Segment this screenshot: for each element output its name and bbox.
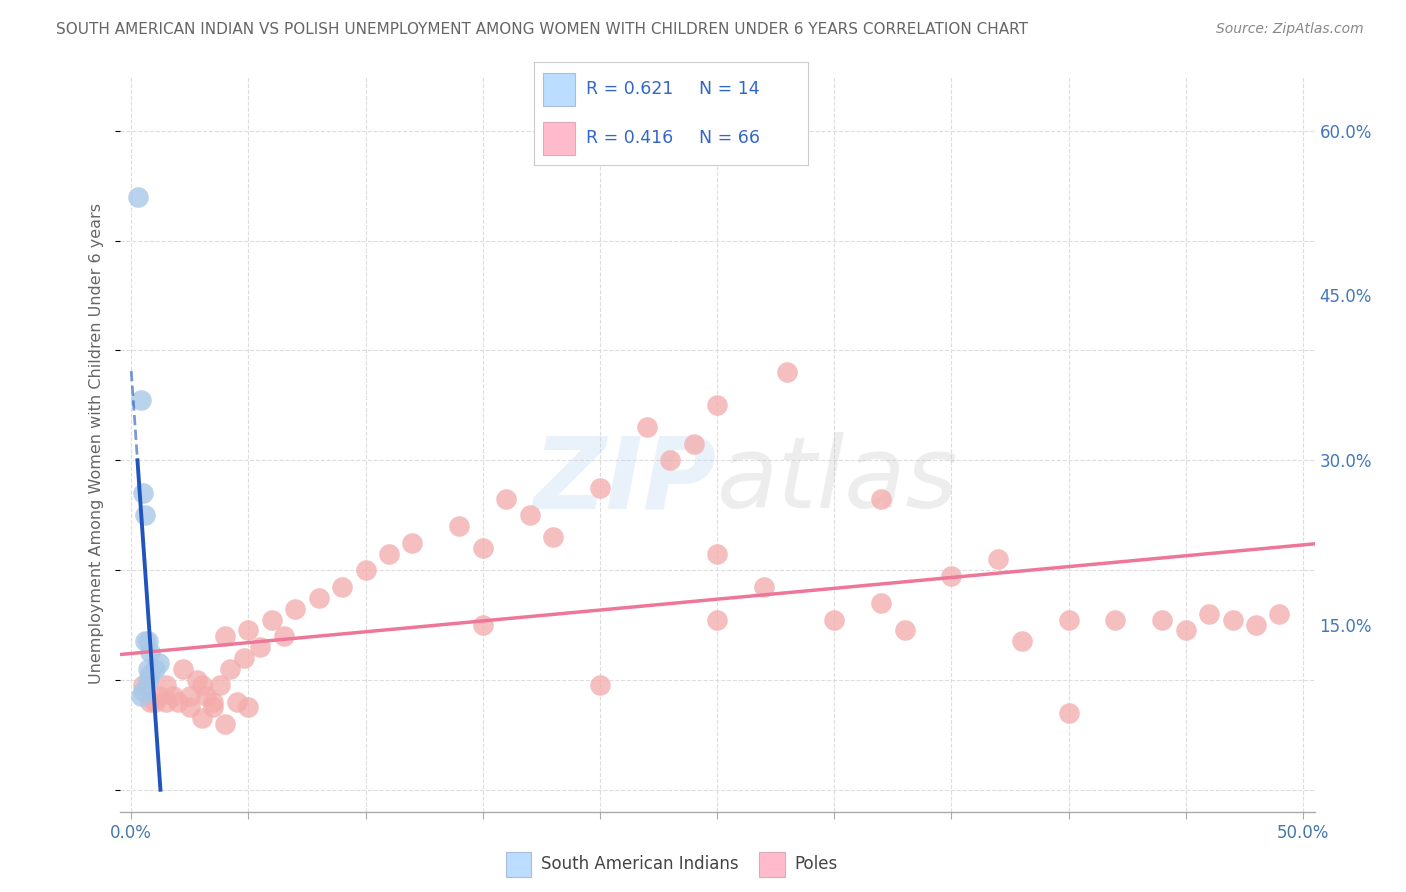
- Point: [1244, 618, 1267, 632]
- Point: [752, 580, 775, 594]
- Point: [139, 645, 162, 659]
- Point: [190, 678, 212, 692]
- Point: [232, 651, 254, 665]
- Y-axis label: Unemployment Among Women with Children Under 6 years: Unemployment Among Women with Children U…: [89, 203, 104, 684]
- Point: [186, 673, 208, 687]
- Point: [682, 436, 704, 450]
- Text: South American Indians: South American Indians: [541, 855, 740, 873]
- Point: [471, 618, 494, 632]
- Point: [214, 716, 236, 731]
- Point: [519, 508, 541, 523]
- Text: Source: ZipAtlas.com: Source: ZipAtlas.com: [1216, 22, 1364, 37]
- Point: [378, 547, 401, 561]
- Point: [139, 667, 162, 681]
- Point: [1174, 624, 1197, 638]
- Point: [136, 673, 159, 687]
- Point: [401, 535, 423, 549]
- Point: [132, 684, 155, 698]
- Point: [179, 690, 201, 704]
- Point: [706, 398, 728, 412]
- Point: [1011, 634, 1033, 648]
- Point: [214, 629, 236, 643]
- Point: [941, 568, 963, 582]
- Point: [202, 695, 225, 709]
- Bar: [543, 73, 575, 105]
- Point: [659, 453, 682, 467]
- Point: [167, 695, 190, 709]
- Text: ZIP: ZIP: [534, 432, 717, 529]
- Point: [706, 547, 728, 561]
- Point: [1057, 613, 1080, 627]
- Text: SOUTH AMERICAN INDIAN VS POLISH UNEMPLOYMENT AMONG WOMEN WITH CHILDREN UNDER 6 Y: SOUTH AMERICAN INDIAN VS POLISH UNEMPLOY…: [56, 22, 1028, 37]
- Point: [162, 690, 184, 704]
- Text: Poles: Poles: [794, 855, 838, 873]
- Point: [330, 580, 353, 594]
- Point: [776, 365, 799, 379]
- Point: [1268, 607, 1291, 621]
- Text: N = 14: N = 14: [699, 80, 759, 98]
- Point: [148, 657, 170, 671]
- Point: [139, 695, 162, 709]
- Point: [1057, 706, 1080, 720]
- Point: [238, 700, 260, 714]
- Point: [136, 662, 159, 676]
- Point: [273, 629, 295, 643]
- Point: [218, 662, 240, 676]
- Point: [132, 486, 155, 500]
- Text: N = 66: N = 66: [699, 129, 759, 147]
- Point: [225, 695, 247, 709]
- Point: [209, 678, 232, 692]
- Point: [172, 662, 194, 676]
- Point: [636, 420, 658, 434]
- Point: [148, 690, 170, 704]
- Point: [127, 189, 149, 203]
- Text: R = 0.621: R = 0.621: [586, 80, 673, 98]
- Point: [823, 613, 845, 627]
- Point: [495, 491, 517, 506]
- Bar: [543, 122, 575, 155]
- Point: [260, 613, 283, 627]
- Point: [179, 700, 201, 714]
- Point: [308, 591, 330, 605]
- Point: [541, 530, 564, 544]
- Point: [132, 678, 155, 692]
- Point: [134, 508, 156, 523]
- Point: [143, 695, 166, 709]
- Point: [1198, 607, 1220, 621]
- Point: [202, 700, 225, 714]
- Point: [134, 634, 156, 648]
- Text: R = 0.416: R = 0.416: [586, 129, 673, 147]
- Point: [589, 678, 612, 692]
- Point: [589, 481, 612, 495]
- Point: [449, 519, 471, 533]
- Point: [136, 634, 159, 648]
- Text: atlas: atlas: [717, 432, 959, 529]
- Point: [870, 596, 893, 610]
- Point: [706, 613, 728, 627]
- Point: [987, 552, 1010, 566]
- Point: [354, 563, 377, 577]
- Point: [1222, 613, 1244, 627]
- Point: [129, 690, 152, 704]
- Point: [155, 678, 177, 692]
- Point: [893, 624, 915, 638]
- Point: [155, 695, 177, 709]
- Point: [471, 541, 494, 555]
- Point: [284, 601, 307, 615]
- Point: [143, 662, 166, 676]
- Point: [1152, 613, 1174, 627]
- Point: [129, 392, 152, 407]
- Point: [870, 491, 893, 506]
- Point: [1104, 613, 1126, 627]
- Point: [238, 624, 260, 638]
- Point: [249, 640, 271, 654]
- Point: [195, 690, 218, 704]
- Point: [190, 711, 212, 725]
